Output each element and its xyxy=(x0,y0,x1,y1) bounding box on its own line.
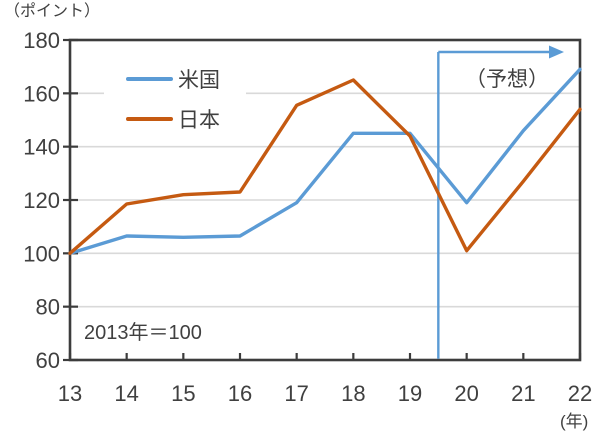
x-tick-label: 17 xyxy=(284,381,308,406)
y-tick-label: 180 xyxy=(23,28,60,53)
x-tick-label: 13 xyxy=(58,381,82,406)
forecast-annotation: （予想） xyxy=(465,68,549,91)
legend-item-us: 米国 xyxy=(126,59,220,99)
base-year-annotation: 2013年＝100 xyxy=(84,322,202,344)
x-tick-label: 21 xyxy=(511,381,535,406)
us-line-swatch xyxy=(126,77,173,81)
x-tick-label: 14 xyxy=(114,381,138,406)
y-tick-label: 160 xyxy=(23,81,60,106)
x-tick-label: 22 xyxy=(568,381,592,406)
legend-label-japan: 日本 xyxy=(178,109,220,132)
y-tick-label: 140 xyxy=(23,135,60,160)
legend: 米国 日本 xyxy=(126,59,220,139)
japan-series-line xyxy=(68,78,582,256)
y-axis-unit-label: （ポイント） xyxy=(4,3,101,20)
legend-item-japan: 日本 xyxy=(126,99,220,139)
x-tick-label: 16 xyxy=(228,381,252,406)
legend-label-us: 米国 xyxy=(178,69,220,92)
x-axis-unit-label: (年) xyxy=(560,412,589,431)
y-tick-label: 120 xyxy=(23,188,60,213)
y-tick-label: 100 xyxy=(23,241,60,266)
x-tick-label: 19 xyxy=(398,381,422,406)
forecast-arrow-head xyxy=(549,45,564,59)
plot-border xyxy=(68,38,582,362)
y-tick-label: 60 xyxy=(36,348,60,373)
x-tick-label: 20 xyxy=(454,381,478,406)
x-tick-label: 15 xyxy=(171,381,195,406)
legend-backdrop xyxy=(104,57,246,137)
y-tick-label: 80 xyxy=(36,295,60,320)
japan-line-swatch xyxy=(126,117,173,121)
us-series-line xyxy=(68,67,582,256)
x-tick-label: 18 xyxy=(341,381,365,406)
